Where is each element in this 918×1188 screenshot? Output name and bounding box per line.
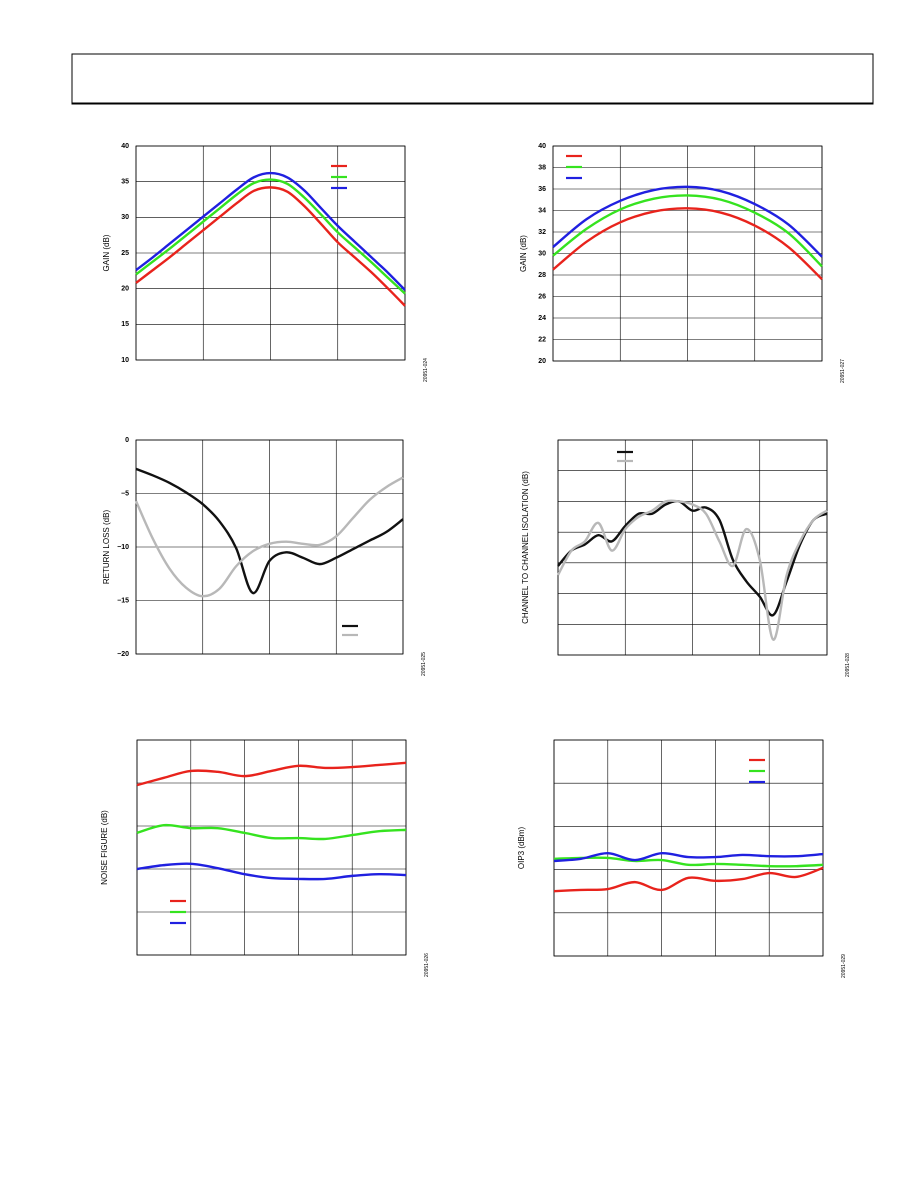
figure-id: 20951-029 — [841, 954, 847, 978]
y-tick-label: −5 — [121, 490, 129, 497]
y-tick-label: 34 — [538, 207, 546, 214]
y-tick-label: 36 — [538, 186, 546, 193]
y-tick-label: 28 — [538, 272, 546, 279]
y-axis-label: GAIN (dB) — [102, 234, 111, 271]
y-tick-label: 22 — [538, 336, 546, 343]
y-tick-label: 38 — [538, 164, 546, 171]
y-tick-label: 26 — [538, 293, 546, 300]
y-axis-label: GAIN (dB) — [519, 235, 528, 272]
plot-frame — [135, 145, 406, 361]
figure-id: 20951-025 — [421, 652, 427, 676]
figure-id: 20951-024 — [423, 358, 429, 382]
plot-frame — [552, 145, 823, 362]
y-tick-label: 20 — [121, 286, 129, 293]
y-axis-label: RETURN LOSS (dB) — [102, 510, 111, 585]
data-line — [135, 186, 406, 307]
y-tick-label: 25 — [121, 250, 129, 257]
figure-id: 20951-028 — [845, 653, 851, 677]
data-line — [136, 761, 407, 787]
y-tick-label: −15 — [117, 597, 129, 604]
y-tick-label: −10 — [117, 544, 129, 551]
data-line — [553, 866, 824, 893]
y-tick-label: 24 — [538, 315, 546, 322]
plot-frame — [136, 739, 407, 956]
plot-frame — [553, 739, 824, 957]
data-line — [136, 823, 407, 841]
data-line — [135, 178, 406, 295]
y-tick-label: 20 — [538, 358, 546, 365]
y-axis-label: CHANNEL TO CHANNEL ISOLATION (dB) — [521, 471, 530, 624]
data-line — [135, 467, 404, 595]
data-line — [136, 862, 407, 881]
figure-id: 20951-027 — [840, 359, 846, 383]
y-tick-label: 30 — [121, 214, 129, 221]
y-tick-label: 30 — [538, 250, 546, 257]
plot-frame — [557, 439, 828, 656]
data-line — [552, 207, 823, 281]
plot-frame — [135, 439, 404, 655]
data-line — [552, 185, 823, 258]
y-axis-label: NOISE FIGURE (dB) — [100, 810, 109, 885]
y-tick-label: 40 — [121, 143, 129, 150]
data-line — [135, 171, 406, 291]
y-tick-label: −20 — [117, 651, 129, 658]
y-tick-label: 40 — [538, 143, 546, 150]
y-tick-label: 10 — [121, 357, 129, 364]
y-tick-label: 35 — [121, 179, 129, 186]
data-line — [553, 856, 824, 868]
y-tick-label: 32 — [538, 229, 546, 236]
y-tick-label: 0 — [125, 437, 129, 444]
header-box — [71, 53, 874, 105]
data-line — [552, 194, 823, 268]
data-line — [553, 851, 824, 863]
data-line — [556, 499, 828, 641]
data-line — [134, 476, 404, 598]
y-tick-label: 15 — [121, 321, 129, 328]
y-axis-label: OIP3 (dBm) — [517, 827, 526, 870]
figure-id: 20951-026 — [424, 953, 430, 977]
